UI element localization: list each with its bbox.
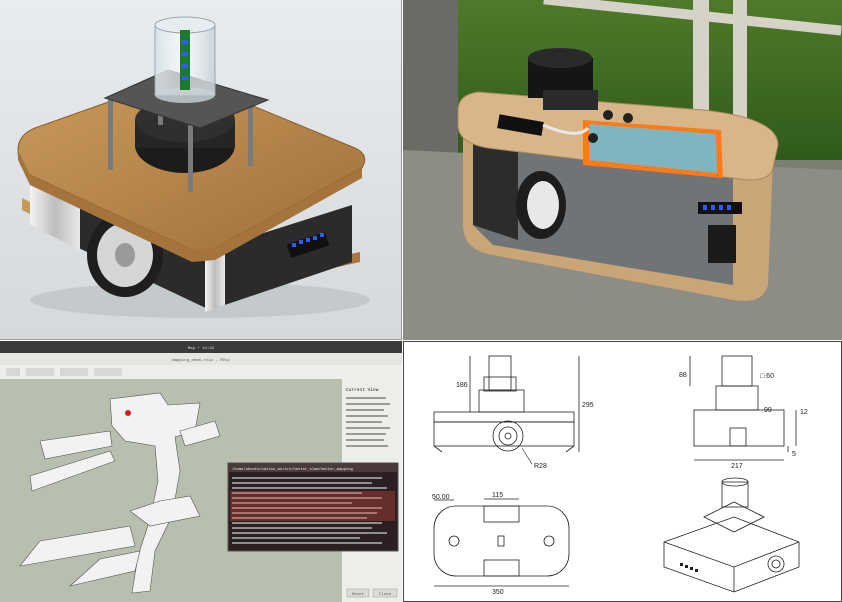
dim-side-right: 12 (800, 409, 808, 416)
robot-photo (403, 0, 842, 340)
view-panel-header: Current View (346, 387, 379, 393)
dim-total-height: 295 (582, 402, 594, 409)
rviz-screen-photo: Map * 14:32 mapping_demo.rviz - RViz Cur… (0, 341, 402, 602)
window-subtitle: mapping_demo.rviz - RViz (172, 358, 230, 363)
dim-side-mid: 99 (764, 407, 772, 414)
terminal-title: /home/ubuntu/catkin_ws/src/hector_slam/h… (232, 467, 353, 472)
led-strip (286, 232, 330, 258)
robot-marker-icon (125, 410, 131, 416)
dim-top-length: 350 (492, 589, 504, 596)
dim-side-height: 88 (679, 372, 687, 379)
technical-drawing-panel: 295 186 R28 88 □ 60 99 12 5 217 (403, 341, 842, 602)
occupancy-map (19, 392, 221, 594)
dim-side-width: 217 (731, 463, 743, 470)
dimension-drawings: 295 186 R28 88 □ 60 99 12 5 217 (432, 355, 808, 596)
cad-robot-render (17, 16, 370, 318)
dim-top-offset: 50.00 (432, 494, 450, 501)
dim-side-diameter: □ 60 (760, 373, 774, 380)
close-button[interactable] (372, 588, 398, 598)
dim-top-slot: 115 (492, 492, 503, 499)
reset-button-label: Reset (352, 593, 364, 597)
dim-side-gap: 5 (792, 451, 796, 458)
close-button-label: Close (379, 592, 392, 597)
dim-wheel-radius: R28 (534, 463, 547, 470)
dim-top-height: 186 (456, 382, 468, 389)
rviz-map-panel: Map * 14:32 mapping_demo.rviz - RViz Cur… (0, 341, 402, 602)
reset-button[interactable] (346, 588, 370, 598)
window-title: Map * 14:32 (188, 346, 215, 351)
cad-render-panel (0, 0, 402, 340)
robot-photo-panel (403, 0, 842, 340)
